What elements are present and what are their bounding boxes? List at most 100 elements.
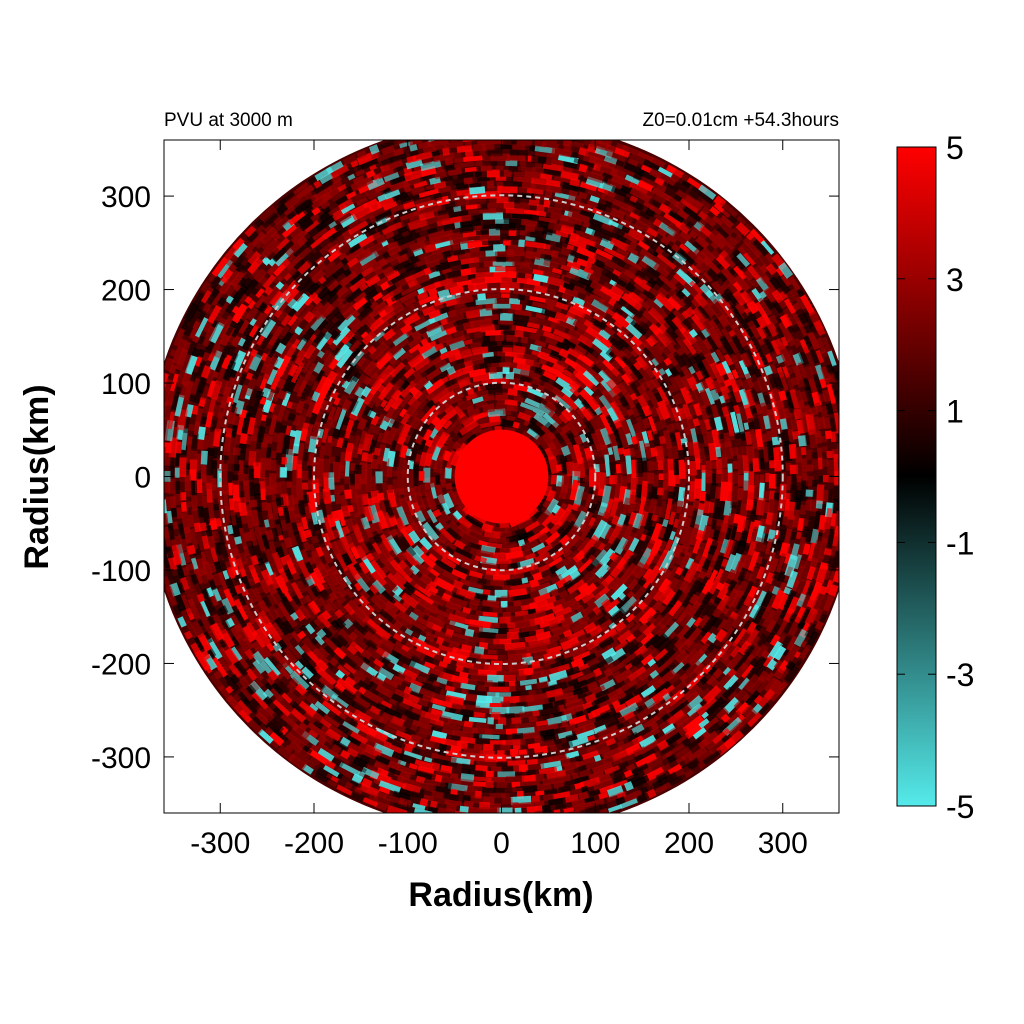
- field-cell: [393, 571, 407, 586]
- field-cell: [445, 334, 466, 346]
- field-cell: [402, 565, 414, 578]
- field-cell: [371, 475, 377, 491]
- field-cell: [559, 430, 571, 445]
- field-cell: [419, 536, 433, 551]
- field-cell: [466, 326, 482, 334]
- field-cell: [636, 562, 650, 580]
- field-cell: [540, 307, 559, 320]
- field-cell: [343, 419, 355, 439]
- field-cell: [412, 389, 423, 400]
- field-cell: [638, 367, 652, 384]
- field-cells: [164, 140, 839, 813]
- field-cell: [318, 467, 323, 487]
- field-cell: [641, 404, 653, 417]
- field-cell: [510, 593, 531, 602]
- field-cell: [445, 440, 457, 453]
- field-cell: [427, 537, 441, 551]
- field-cell: [389, 361, 406, 378]
- field-cell: [493, 633, 510, 639]
- field-cell: [534, 432, 553, 453]
- field-cell: [386, 572, 406, 592]
- field-cell: [412, 369, 422, 378]
- field-cell: [594, 500, 603, 512]
- field-cell: [456, 397, 465, 406]
- field-cell: [448, 339, 466, 351]
- field-cell: [801, 458, 808, 473]
- field-cell: [515, 342, 523, 347]
- field-cell: [607, 523, 624, 546]
- field-cell: [577, 614, 590, 625]
- field-cell: [516, 558, 536, 570]
- field-cell: [628, 511, 639, 526]
- field-cell: [372, 364, 388, 381]
- field-cell: [560, 616, 574, 628]
- field-cell: [658, 435, 667, 445]
- field-cell: [369, 523, 377, 533]
- field-cell: [507, 653, 527, 661]
- field-cell: [549, 744, 558, 752]
- field-cell: [374, 350, 394, 370]
- field-cell: [644, 442, 653, 459]
- field-cell: [455, 442, 468, 457]
- field-cell: [408, 611, 419, 621]
- field-cell: [498, 319, 515, 325]
- field-cell: [558, 565, 579, 582]
- field-cell: [502, 366, 510, 375]
- field-cell: [576, 456, 586, 479]
- field-cell: [638, 496, 647, 516]
- field-cell: [621, 497, 631, 518]
- field-cell: [555, 574, 574, 589]
- field-cell: [506, 577, 523, 587]
- field-cell: [244, 464, 249, 474]
- title-left: PVU at 3000 m: [164, 110, 293, 131]
- field-cell: [516, 352, 538, 362]
- field-cell: [397, 567, 413, 584]
- field-cell: [459, 578, 470, 587]
- field-cell: [633, 525, 646, 541]
- field-cell: [592, 413, 607, 432]
- field-cell: [594, 358, 615, 380]
- field-cell: [572, 549, 587, 564]
- field-cell: [800, 447, 807, 456]
- field-cell: [401, 549, 419, 568]
- field-cell: [424, 631, 436, 643]
- field-cell: [405, 398, 422, 417]
- field-cell: [458, 419, 479, 436]
- field-cell: [651, 514, 661, 523]
- field-cell: [607, 605, 621, 618]
- field-cell: [414, 521, 429, 539]
- field-cell: [519, 367, 541, 381]
- field-cell: [472, 410, 491, 421]
- field-cell: [523, 812, 539, 813]
- field-cell: [639, 533, 647, 542]
- field-cell: [630, 561, 646, 578]
- field-cell: [437, 376, 449, 386]
- field-cell: [416, 597, 439, 615]
- field-cell: [588, 416, 601, 433]
- field-cell: [578, 420, 587, 430]
- field-cell: [444, 467, 452, 479]
- field-cell: [475, 400, 488, 409]
- field-cell: [482, 599, 500, 608]
- field-cell: [362, 376, 372, 386]
- field-cell: [469, 341, 482, 351]
- field-cell: [435, 444, 448, 462]
- field-cell: [585, 338, 603, 354]
- field-cell: [623, 515, 632, 526]
- field-cell: [426, 349, 442, 363]
- field-cell: [551, 603, 564, 614]
- field-cell: [434, 482, 446, 505]
- field-cell: [582, 370, 600, 387]
- field-cell: [500, 355, 513, 364]
- field-cell: [633, 361, 643, 371]
- field-cell: [427, 553, 438, 563]
- field-cell: [451, 568, 468, 580]
- field-cell: [512, 421, 520, 429]
- field-cell: [392, 470, 398, 477]
- field-cell: [616, 382, 628, 396]
- field-cell: [187, 436, 193, 445]
- field-cell: [562, 556, 580, 572]
- field-cell: [485, 770, 494, 778]
- field-cell: [645, 565, 662, 584]
- field-cell: [399, 393, 413, 408]
